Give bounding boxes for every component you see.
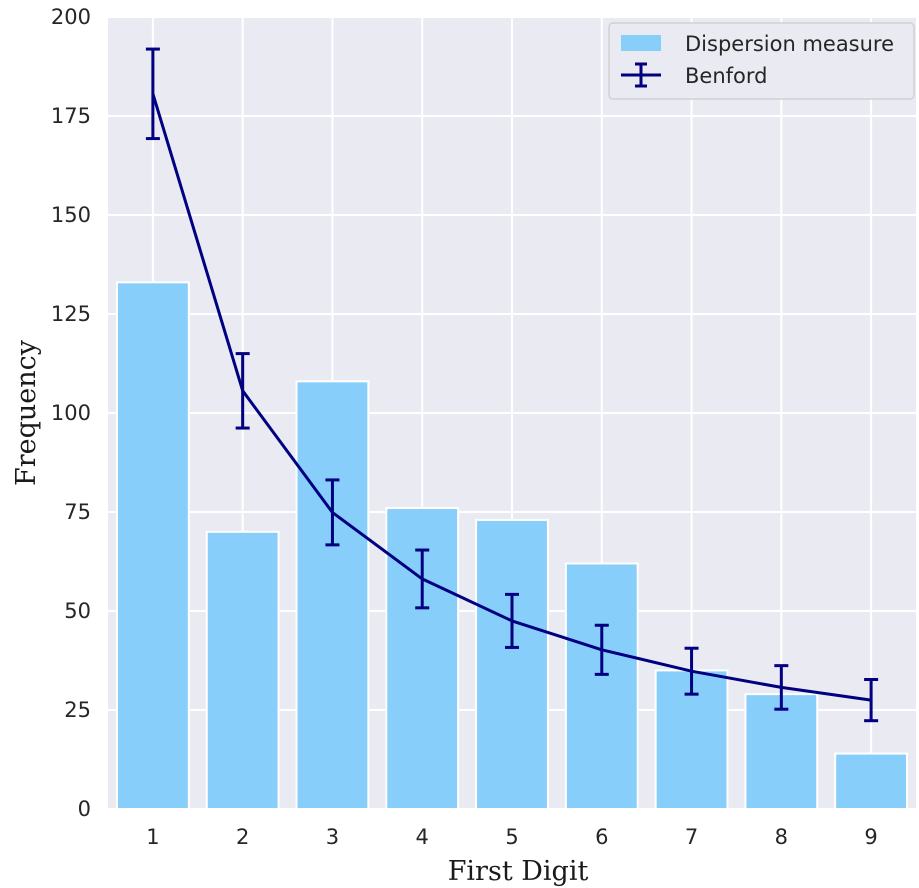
x-tick-label: 8 [775, 825, 788, 849]
y-tick-label: 100 [51, 401, 91, 425]
legend-label-benford: Benford [685, 64, 767, 88]
y-tick-label: 75 [64, 500, 91, 524]
y-tick-label: 125 [51, 302, 91, 326]
x-tick-labels: 1 2 3 4 5 6 7 8 9 [146, 825, 878, 849]
y-tick-label: 0 [78, 797, 91, 821]
benford-errorbar-5 [505, 592, 519, 649]
legend-line-swatch [621, 62, 661, 88]
bar-1 [115, 281, 190, 810]
bar-6 [564, 562, 639, 810]
bar-5 [475, 518, 549, 810]
legend-bar-swatch [621, 35, 661, 51]
y-tick-labels: 0 25 50 75 100 125 150 175 200 [51, 5, 91, 821]
benford-errorbar-2 [235, 352, 250, 430]
y-tick-label: 50 [64, 599, 91, 623]
benford-errorbar-4 [415, 548, 430, 610]
x-tick-label: 4 [416, 825, 429, 849]
x-tick-label: 3 [326, 825, 339, 849]
legend: Dispersion measure Benford [608, 22, 915, 100]
x-tick-label: 7 [685, 825, 698, 849]
bar-8 [744, 693, 819, 810]
y-tick-label: 175 [51, 104, 91, 128]
y-tick-label: 25 [64, 698, 91, 722]
x-tick-label: 2 [236, 825, 249, 849]
benford-errorbar-1 [145, 47, 160, 141]
bars [115, 281, 909, 811]
benford-errorbar-9 [864, 678, 879, 723]
y-axis-label: Frequency [11, 339, 42, 486]
y-tick-label: 200 [51, 5, 91, 29]
x-axis-label: First Digit [448, 856, 589, 887]
bar-2 [205, 530, 280, 810]
bar-3 [295, 380, 370, 810]
benford-errorbar-6 [594, 623, 609, 676]
y-tick-label: 150 [51, 203, 91, 227]
x-tick-label: 5 [505, 825, 518, 849]
x-tick-label: 9 [864, 825, 877, 849]
bar-9 [834, 752, 909, 810]
benford-errorbar-7 [684, 646, 699, 696]
legend-box [608, 22, 915, 100]
x-tick-label: 1 [146, 825, 159, 849]
benford-errorbar-8 [774, 664, 789, 711]
x-tick-label: 6 [595, 825, 608, 849]
benford-errorbar-3 [325, 478, 340, 547]
legend-label-dispersion: Dispersion measure [685, 32, 894, 56]
benford-layer [145, 47, 879, 723]
